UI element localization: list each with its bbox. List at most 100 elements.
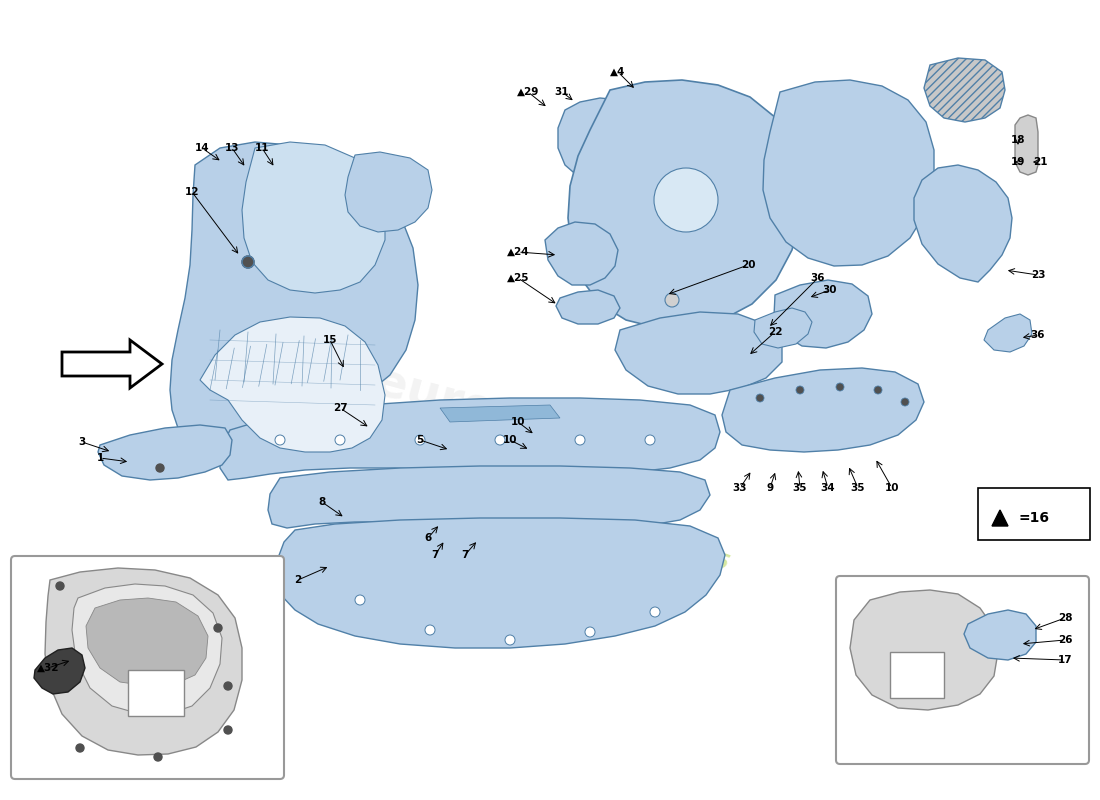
Text: 12: 12 [185,187,199,197]
Text: 21: 21 [1033,157,1047,167]
Text: 26: 26 [1058,635,1072,645]
Circle shape [224,682,232,690]
Polygon shape [914,165,1012,282]
Text: 31: 31 [554,87,570,97]
Polygon shape [220,398,720,480]
Circle shape [56,582,64,590]
Polygon shape [992,510,1008,526]
Circle shape [214,624,222,632]
Circle shape [654,168,718,232]
Polygon shape [924,58,1005,122]
Text: 1: 1 [97,453,103,463]
Text: 13: 13 [224,143,240,153]
Text: 35: 35 [793,483,807,493]
FancyBboxPatch shape [11,556,284,779]
Circle shape [796,386,804,394]
Polygon shape [45,568,242,755]
Circle shape [76,744,84,752]
Circle shape [154,753,162,761]
Circle shape [756,394,764,402]
Polygon shape [763,80,934,266]
Circle shape [224,726,232,734]
Text: 9: 9 [767,483,773,493]
Text: 20: 20 [740,260,756,270]
Text: 35: 35 [850,483,866,493]
Text: 34: 34 [821,483,835,493]
Polygon shape [440,405,560,422]
Text: eurospares: eurospares [370,359,670,481]
Text: =16: =16 [1018,511,1049,525]
FancyBboxPatch shape [890,652,944,698]
FancyBboxPatch shape [128,670,184,716]
Circle shape [242,256,254,268]
Circle shape [874,386,882,394]
Text: 33: 33 [733,483,747,493]
Text: ▲4: ▲4 [610,67,626,77]
Circle shape [901,398,909,406]
Text: ▲32: ▲32 [36,663,59,673]
Text: 36: 36 [1031,330,1045,340]
Text: 27: 27 [332,403,348,413]
Circle shape [645,435,654,445]
Polygon shape [984,314,1032,352]
Text: 8: 8 [318,497,326,507]
Text: 7: 7 [431,550,439,560]
Circle shape [275,435,285,445]
Polygon shape [345,152,432,232]
Polygon shape [850,590,998,710]
Circle shape [495,435,505,445]
Polygon shape [568,80,800,328]
Polygon shape [754,308,812,348]
Text: 19: 19 [1011,157,1025,167]
Text: 28: 28 [1058,613,1072,623]
Polygon shape [98,425,232,480]
Text: 7: 7 [461,550,469,560]
Polygon shape [722,368,924,452]
Polygon shape [170,142,418,448]
Polygon shape [86,598,208,686]
Polygon shape [62,340,162,388]
Polygon shape [200,317,385,452]
Text: 14: 14 [195,143,209,153]
Polygon shape [34,648,85,694]
Text: 10: 10 [503,435,517,445]
Text: ▲24: ▲24 [507,247,529,257]
Text: 2: 2 [295,575,301,585]
Circle shape [415,435,425,445]
Text: 15: 15 [322,335,338,345]
Polygon shape [275,518,725,648]
Circle shape [585,627,595,637]
Text: 23: 23 [1031,270,1045,280]
Circle shape [666,293,679,307]
Polygon shape [72,584,222,714]
Circle shape [650,607,660,617]
FancyBboxPatch shape [978,488,1090,540]
Polygon shape [268,466,710,528]
Polygon shape [774,280,872,348]
Text: 22: 22 [768,327,782,337]
Text: 18: 18 [1011,135,1025,145]
Polygon shape [544,222,618,285]
Text: 17: 17 [1058,655,1072,665]
Polygon shape [964,610,1036,660]
Text: 10: 10 [510,417,526,427]
Circle shape [425,625,435,635]
Text: ▲29: ▲29 [517,87,539,97]
Circle shape [336,435,345,445]
Text: 11: 11 [255,143,270,153]
Polygon shape [1015,115,1038,175]
FancyBboxPatch shape [836,576,1089,764]
Circle shape [836,383,844,391]
Text: ▲25: ▲25 [507,273,529,283]
Text: 30: 30 [823,285,837,295]
Text: 3: 3 [78,437,86,447]
Text: 10: 10 [884,483,900,493]
Text: 6: 6 [425,533,431,543]
Circle shape [575,435,585,445]
Polygon shape [558,98,648,183]
Polygon shape [556,290,620,324]
Text: a passion for parts since 1985: a passion for parts since 1985 [368,426,732,574]
Circle shape [156,464,164,472]
Circle shape [505,635,515,645]
Polygon shape [615,312,782,394]
